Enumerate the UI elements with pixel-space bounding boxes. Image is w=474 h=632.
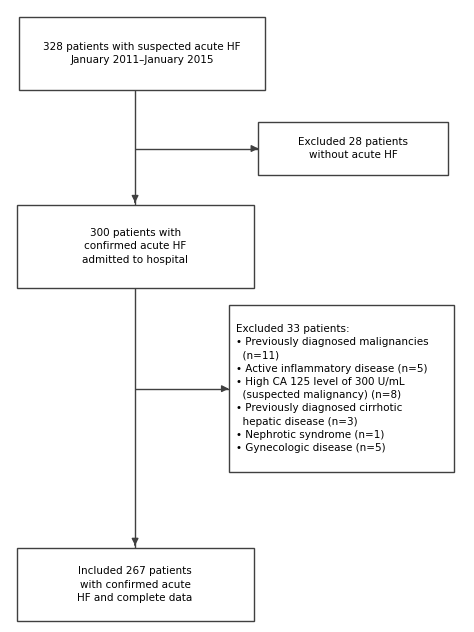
Bar <box>19 17 265 90</box>
Text: Excluded 28 patients
without acute HF: Excluded 28 patients without acute HF <box>298 137 408 160</box>
Text: Included 267 patients
with confirmed acute
HF and complete data: Included 267 patients with confirmed acu… <box>77 566 193 603</box>
Bar <box>258 121 448 175</box>
Bar <box>17 205 254 288</box>
Bar <box>228 305 454 473</box>
Text: 300 patients with
confirmed acute HF
admitted to hospital: 300 patients with confirmed acute HF adm… <box>82 228 188 265</box>
Text: 328 patients with suspected acute HF
January 2011–January 2015: 328 patients with suspected acute HF Jan… <box>44 42 241 65</box>
Text: Excluded 33 patients:
• Previously diagnosed malignancies
  (n=11)
• Active infl: Excluded 33 patients: • Previously diagn… <box>236 324 428 453</box>
Bar <box>17 548 254 621</box>
